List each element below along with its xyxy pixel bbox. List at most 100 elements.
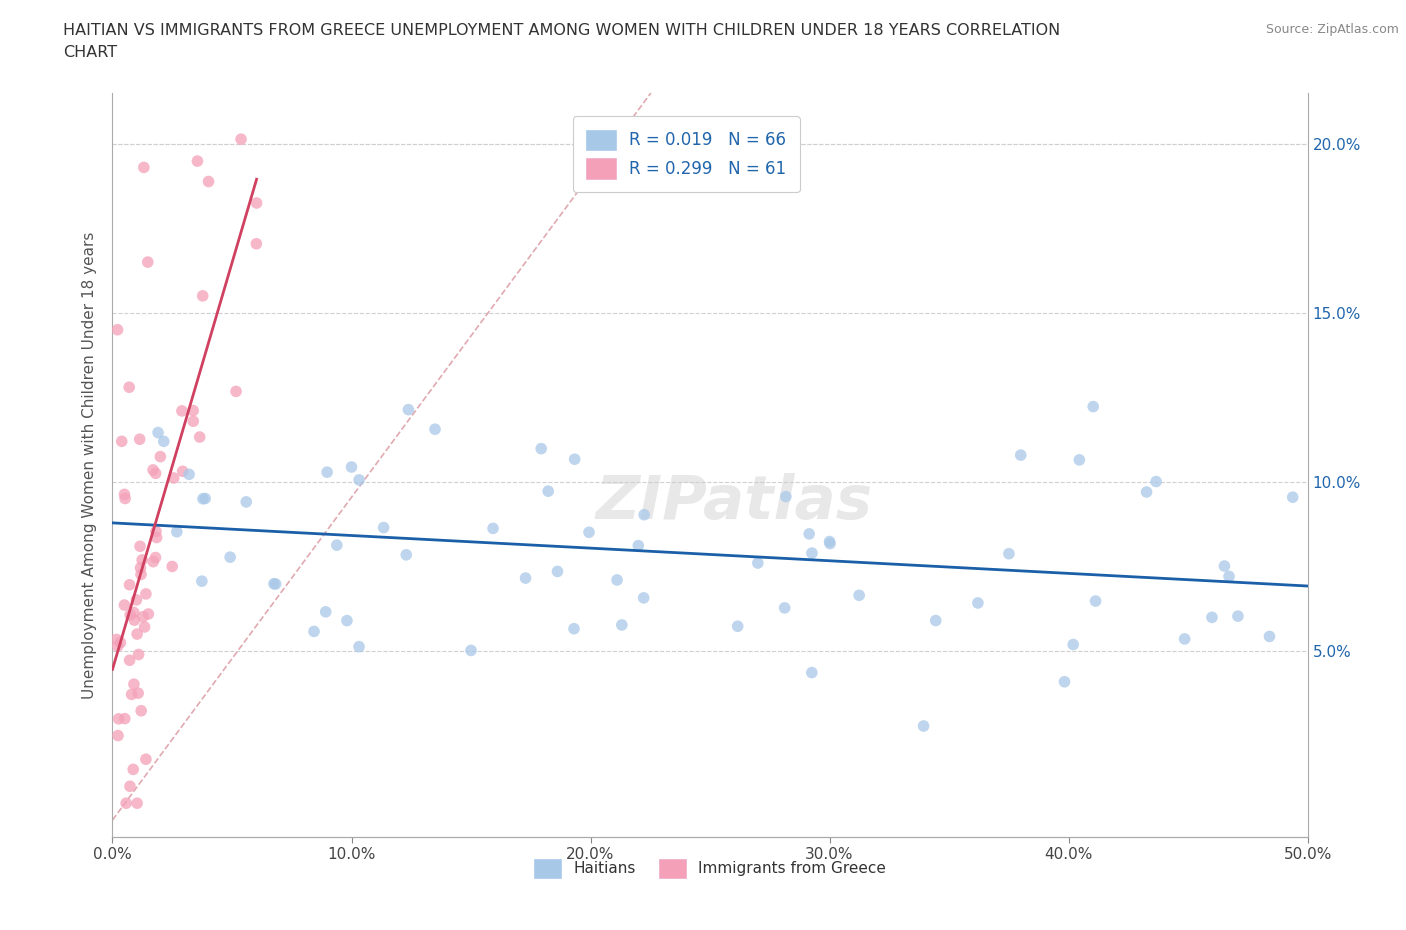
Point: [172, 464, 194, 479]
Point: [315, 604, 337, 619]
Point: [326, 538, 349, 552]
Point: [122, 605, 145, 620]
Point: [191, 574, 214, 589]
Point: [245, 236, 267, 251]
Point: [129, 567, 152, 582]
Text: Source: ZipAtlas.com: Source: ZipAtlas.com: [1265, 23, 1399, 36]
Point: [799, 526, 821, 541]
Point: [1135, 485, 1157, 499]
Point: [775, 489, 797, 504]
Point: [120, 607, 142, 622]
Point: [547, 564, 569, 578]
Point: [800, 546, 823, 561]
Point: [1281, 490, 1303, 505]
Point: [177, 467, 200, 482]
Point: [191, 491, 214, 506]
Point: [122, 677, 145, 692]
Point: [1084, 593, 1107, 608]
Point: [132, 609, 155, 624]
Point: [219, 550, 242, 565]
Point: [606, 573, 628, 588]
Point: [128, 432, 150, 446]
Point: [114, 487, 136, 502]
Point: [131, 552, 153, 567]
Point: [1174, 631, 1197, 646]
Point: [633, 591, 655, 605]
Point: [122, 762, 145, 777]
Point: [132, 160, 155, 175]
Point: [121, 687, 143, 702]
Point: [127, 796, 149, 811]
Point: [264, 577, 287, 591]
Point: [340, 459, 363, 474]
Point: [1069, 452, 1091, 467]
Point: [197, 174, 219, 189]
Point: [1083, 399, 1105, 414]
Point: [482, 521, 505, 536]
Point: [1062, 637, 1084, 652]
Point: [1226, 609, 1249, 624]
Point: [515, 571, 537, 586]
Point: [142, 462, 165, 477]
Point: [127, 627, 149, 642]
Point: [145, 550, 167, 565]
Text: ZIPatlas: ZIPatlas: [595, 472, 873, 532]
Point: [245, 195, 267, 210]
Point: [1010, 447, 1032, 462]
Point: [181, 403, 204, 418]
Point: [395, 548, 418, 563]
Point: [163, 471, 186, 485]
Point: [727, 618, 749, 633]
Point: [967, 595, 990, 610]
Point: [347, 472, 370, 487]
Point: [610, 618, 633, 632]
Point: [848, 588, 870, 603]
Point: [129, 538, 152, 553]
Point: [105, 632, 128, 647]
Point: [747, 555, 769, 570]
Point: [125, 592, 148, 607]
Point: [562, 621, 585, 636]
Text: CHART: CHART: [63, 45, 117, 60]
Point: [118, 578, 141, 592]
Point: [998, 546, 1021, 561]
Point: [460, 643, 482, 658]
Point: [194, 491, 217, 506]
Point: [138, 606, 160, 621]
Point: [107, 728, 129, 743]
Point: [1213, 559, 1236, 574]
Point: [316, 465, 339, 480]
Point: [229, 132, 252, 147]
Point: [145, 466, 167, 481]
Point: [128, 647, 150, 662]
Point: [152, 434, 174, 449]
Point: [181, 414, 204, 429]
Point: [127, 685, 149, 700]
Point: [110, 635, 132, 650]
Legend: Haitians, Immigrants from Greece: Haitians, Immigrants from Greece: [526, 851, 894, 885]
Point: [235, 495, 257, 510]
Point: [912, 719, 935, 734]
Text: HAITIAN VS IMMIGRANTS FROM GREECE UNEMPLOYMENT AMONG WOMEN WITH CHILDREN UNDER 1: HAITIAN VS IMMIGRANTS FROM GREECE UNEMPL…: [63, 23, 1060, 38]
Point: [114, 598, 135, 613]
Point: [186, 153, 208, 168]
Point: [564, 452, 586, 467]
Point: [773, 601, 796, 616]
Point: [107, 323, 129, 338]
Point: [530, 441, 553, 456]
Point: [347, 639, 370, 654]
Point: [134, 619, 156, 634]
Y-axis label: Unemployment Among Women with Children Under 18 years: Unemployment Among Women with Children U…: [82, 232, 97, 698]
Point: [578, 525, 600, 539]
Point: [107, 711, 129, 726]
Point: [111, 434, 134, 449]
Point: [118, 379, 141, 394]
Point: [818, 534, 841, 549]
Point: [145, 524, 167, 538]
Point: [129, 561, 152, 576]
Point: [160, 559, 183, 574]
Point: [107, 639, 129, 654]
Point: [146, 425, 169, 440]
Point: [396, 402, 419, 417]
Point: [118, 778, 141, 793]
